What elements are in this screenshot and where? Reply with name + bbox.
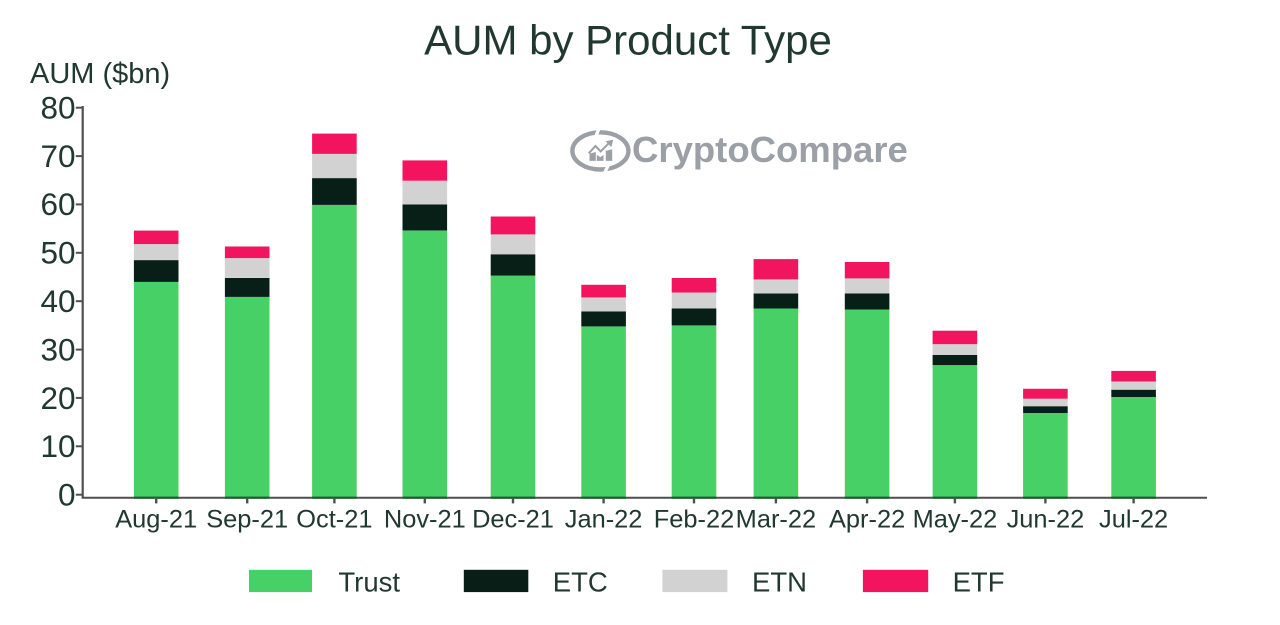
svg-text:Feb-22: Feb-22 (654, 506, 734, 534)
svg-text:AUM by Product Type: AUM by Product Type (424, 17, 832, 64)
svg-text:20: 20 (40, 380, 75, 416)
svg-text:Jun-22: Jun-22 (1007, 506, 1085, 534)
svg-text:ETC: ETC (553, 567, 608, 598)
svg-text:AUM ($bn): AUM ($bn) (30, 58, 170, 90)
svg-text:50: 50 (40, 235, 75, 271)
svg-text:Dec-21: Dec-21 (472, 506, 554, 534)
svg-text:Oct-21: Oct-21 (296, 506, 372, 534)
svg-text:10: 10 (40, 428, 75, 464)
svg-text:Jan-22: Jan-22 (565, 506, 643, 534)
svg-text:40: 40 (40, 283, 75, 319)
svg-text:Apr-22: Apr-22 (829, 506, 905, 534)
svg-text:Mar-22: Mar-22 (736, 506, 816, 534)
svg-text:ETF: ETF (953, 567, 1005, 598)
svg-text:Sep-21: Sep-21 (206, 506, 288, 534)
svg-text:May-22: May-22 (913, 506, 998, 534)
svg-text:Trust: Trust (338, 567, 400, 598)
svg-text:30: 30 (40, 331, 75, 367)
svg-text:Jul-22: Jul-22 (1099, 506, 1168, 534)
svg-text:0: 0 (58, 477, 76, 513)
svg-text:Aug-21: Aug-21 (115, 506, 197, 534)
svg-text:80: 80 (40, 90, 75, 126)
svg-text:CryptoCompare: CryptoCompare (632, 129, 908, 170)
svg-text:ETN: ETN (752, 567, 807, 598)
svg-text:60: 60 (40, 186, 75, 222)
svg-text:70: 70 (40, 138, 75, 174)
svg-text:Nov-21: Nov-21 (384, 506, 466, 534)
